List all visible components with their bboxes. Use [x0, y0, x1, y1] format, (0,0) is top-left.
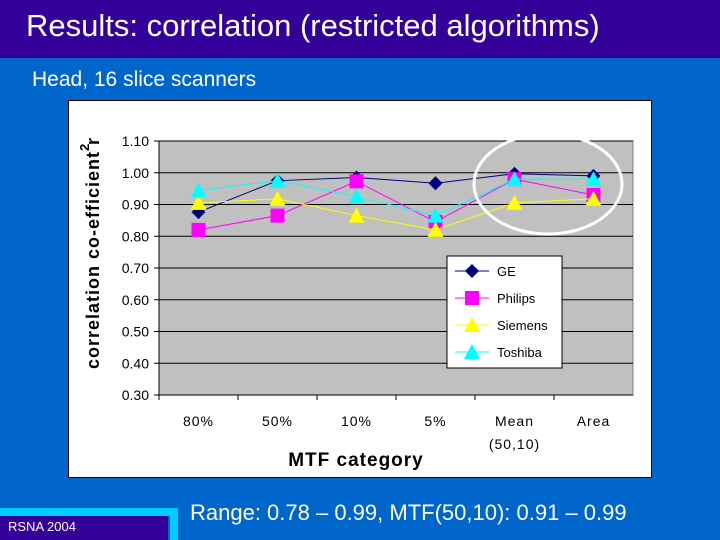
- data-point-ge: [191, 205, 206, 220]
- y-tick-label: 0.30: [122, 387, 149, 403]
- data-point-siemens: [269, 190, 286, 206]
- data-point-siemens: [506, 194, 523, 210]
- data-point-ge: [428, 176, 443, 191]
- series-line-toshiba: [198, 178, 594, 217]
- series-line-philips: [198, 178, 594, 231]
- title-bar: [0, 0, 720, 58]
- y-tick-label: 1.10: [122, 133, 149, 149]
- legend-marker-ge: [465, 264, 479, 278]
- legend: [446, 255, 563, 369]
- correlation-chart: 0.30 0.40 0.50 0.60 0.70 0.80 0.90 1.00 1.10 80% 5…: [77, 132, 634, 471]
- legend-label: GE: [497, 264, 516, 279]
- footer-label: RSNA 2004: [0, 516, 168, 540]
- y-tick-label: 0.40: [122, 355, 149, 371]
- footer-accent: [170, 508, 178, 540]
- legend-marker-toshiba: [464, 344, 480, 359]
- x-tick-label: 80%: [183, 413, 214, 429]
- data-point-philips: [270, 208, 285, 223]
- series-line-siemens: [198, 198, 594, 231]
- highlight-ellipse: [472, 132, 624, 236]
- x-tick-label: 10%: [341, 413, 372, 429]
- y-axis-label: correlation co-efficient r: [83, 137, 103, 369]
- data-point-siemens: [348, 207, 365, 223]
- x-tick-label: Mean: [495, 413, 534, 429]
- data-point-siemens: [585, 190, 602, 206]
- data-point-philips: [191, 222, 206, 237]
- x-tick-label: 50%: [262, 413, 293, 429]
- legend-label: Philips: [497, 291, 536, 306]
- series-line-ge: [198, 173, 594, 213]
- x-tick-sublabel: (50,10): [489, 436, 540, 452]
- footer-accent: [0, 508, 178, 516]
- data-point-siemens: [190, 194, 207, 210]
- data-point-toshiba: [348, 188, 365, 204]
- legend-label: Siemens: [497, 318, 548, 333]
- chart-container: 0.30 0.40 0.50 0.60 0.70 0.80 0.90 1.00 1.10 80% 5…: [68, 100, 652, 478]
- y-tick-label: 0.70: [122, 260, 149, 276]
- y-tick-label: 0.50: [122, 324, 149, 340]
- x-tick-label: 5%: [424, 413, 446, 429]
- data-point-philips: [349, 174, 364, 189]
- y-tick-label: 0.60: [122, 292, 149, 308]
- data-point-siemens: [427, 221, 444, 237]
- range-summary: Range: 0.78 – 0.99, MTF(50,10): 0.91 – 0…: [190, 500, 627, 525]
- y-tick-label: 0.90: [122, 197, 149, 213]
- legend-marker-siemens: [464, 317, 480, 332]
- legend-marker-philips: [465, 291, 479, 305]
- data-point-toshiba: [506, 171, 523, 187]
- y-tick-label: 1.00: [122, 165, 149, 181]
- data-point-toshiba: [190, 182, 207, 198]
- x-tick-label: Area: [577, 413, 611, 429]
- data-point-toshiba: [427, 207, 444, 223]
- x-axis-label: MTF category: [288, 450, 424, 471]
- slide-subtitle: Head, 16 slice scanners: [32, 68, 257, 91]
- y-axis-label-superscript: 2: [77, 144, 92, 151]
- data-point-toshiba: [269, 172, 286, 188]
- legend-label: Toshiba: [497, 345, 543, 360]
- data-point-toshiba: [585, 171, 602, 187]
- slide-title: Results: correlation (restricted algorit…: [26, 8, 600, 43]
- y-tick-label: 0.80: [122, 228, 149, 244]
